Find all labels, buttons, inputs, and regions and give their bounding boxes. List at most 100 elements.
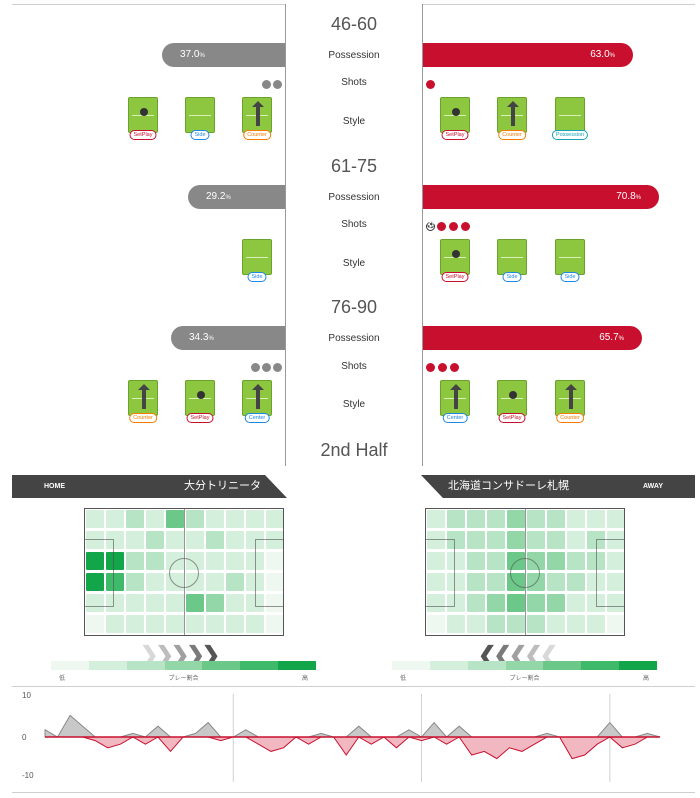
heatmap-cell [526, 614, 546, 634]
heatmap-cell [466, 551, 486, 571]
away-flow-area [45, 736, 660, 760]
heatmap-cell [466, 572, 486, 592]
center-circle [169, 558, 199, 588]
home-attack-direction-icon: ❯❯❯❯❯ [140, 642, 220, 667]
pitch-icon [440, 380, 470, 416]
y-tick-minus-10: -10 [22, 771, 34, 780]
heatmap-cell [606, 509, 624, 529]
heatmap-cell [606, 593, 624, 613]
heatmap-cell [125, 614, 145, 634]
heatmap-cell [446, 593, 466, 613]
center-column [285, 4, 423, 466]
ball-icon [140, 108, 148, 116]
bottom-divider [12, 792, 695, 793]
heatmap-cell [225, 509, 245, 529]
heatmap-cell [185, 593, 205, 613]
left-penalty-box [426, 539, 455, 607]
period-title-76-90: 76-90 [330, 297, 378, 317]
y-tick-0: 0 [22, 733, 27, 742]
heatmap-cell [105, 509, 125, 529]
heatmap-cell [586, 509, 606, 529]
legend-high: 高 [642, 676, 649, 682]
home-style-card-counter: Counter [128, 380, 158, 423]
away-style-card-side: Side [497, 239, 527, 282]
heatmap-cell [486, 593, 506, 613]
pitch-icon [555, 239, 585, 275]
heatmap-cell [546, 572, 566, 592]
style-tag: SetPlay [441, 272, 469, 282]
heatmap-cell [426, 572, 446, 592]
period-title-61-75: 61-75 [330, 156, 378, 176]
away-attack-direction-icon: ❮❮❮❮❮ [478, 642, 558, 667]
legend-swatch [240, 661, 279, 670]
heatmap-cell [486, 509, 506, 529]
half-title: 2nd Half [320, 440, 388, 460]
heatmap-cell [125, 509, 145, 529]
style-tag: Counter [243, 130, 271, 140]
heatmap-cell [566, 509, 586, 529]
legend-mid: プレー割合 [509, 676, 540, 682]
heatmap-cell [486, 572, 506, 592]
style-tag: SetPlay [186, 413, 214, 423]
heatmap-cell [185, 509, 205, 529]
heatmap-cell [145, 530, 165, 550]
legend-low: 低 [400, 676, 407, 682]
arrow-up-icon [138, 384, 150, 409]
heatmap-cell [105, 551, 125, 571]
pitch-icon [128, 97, 158, 133]
heatmap-cell [566, 614, 586, 634]
away-team-name: 北海道コンサドーレ札幌 [448, 480, 569, 492]
legend-swatch [505, 661, 544, 670]
heatmap-cell [506, 614, 526, 634]
home-side-label: HOME [44, 483, 65, 490]
home-style-card-setplay: SetPlay [128, 97, 158, 140]
home-possession-bar: 34.3% [171, 326, 285, 350]
heatmap-cell [426, 551, 446, 571]
home-shot-dot [273, 363, 282, 372]
away-shot-dot [449, 222, 458, 231]
heatmap-cell [105, 614, 125, 634]
heatmap-cell [606, 572, 624, 592]
heatmap-cell [125, 551, 145, 571]
heatmap-cell [205, 614, 225, 634]
heatmap-cell [105, 572, 125, 592]
heatmap-cell [205, 572, 225, 592]
heatmap-cell [225, 551, 245, 571]
heatmap-cell [486, 530, 506, 550]
right-penalty-box [255, 539, 283, 607]
pitch-icon [497, 97, 527, 133]
heatmap-cell [466, 593, 486, 613]
heatmap-cell [125, 572, 145, 592]
away-style-card-counter: Counter [555, 380, 585, 423]
heatmap-cell [265, 593, 283, 613]
home-style-card-counter: Counter [242, 97, 272, 140]
heatmap-cell [185, 530, 205, 550]
away-style-card-center: Center [440, 380, 470, 423]
heatmap-cell [566, 593, 586, 613]
chart-top-divider [12, 686, 695, 687]
heatmap-cell [225, 530, 245, 550]
heatmap-cell [546, 551, 566, 571]
heatmap-cell [105, 530, 125, 550]
arrow-up-icon [252, 384, 264, 409]
center-circle [510, 558, 540, 588]
heatmap-cell [426, 593, 446, 613]
heatmap-cell [466, 509, 486, 529]
heatmap-cell [265, 551, 283, 571]
right-penalty-box [596, 539, 624, 607]
heatmap-cell [506, 509, 526, 529]
heatmap-cell [446, 551, 466, 571]
heatmap-cell [546, 593, 566, 613]
away-team-banner: 北海道コンサドーレ札幌 AWAY [421, 475, 695, 498]
style-label: Style [342, 258, 366, 269]
heatmap-cell [85, 551, 105, 571]
legend-swatch [164, 661, 203, 670]
legend-swatch [543, 661, 582, 670]
pitch-line [246, 257, 268, 258]
pitch-icon [497, 380, 527, 416]
heatmap-cell [245, 509, 265, 529]
pitch-icon [242, 97, 272, 133]
heatmap-cell [145, 509, 165, 529]
heatmap-cell [85, 530, 105, 550]
heatmap-cell [526, 530, 546, 550]
